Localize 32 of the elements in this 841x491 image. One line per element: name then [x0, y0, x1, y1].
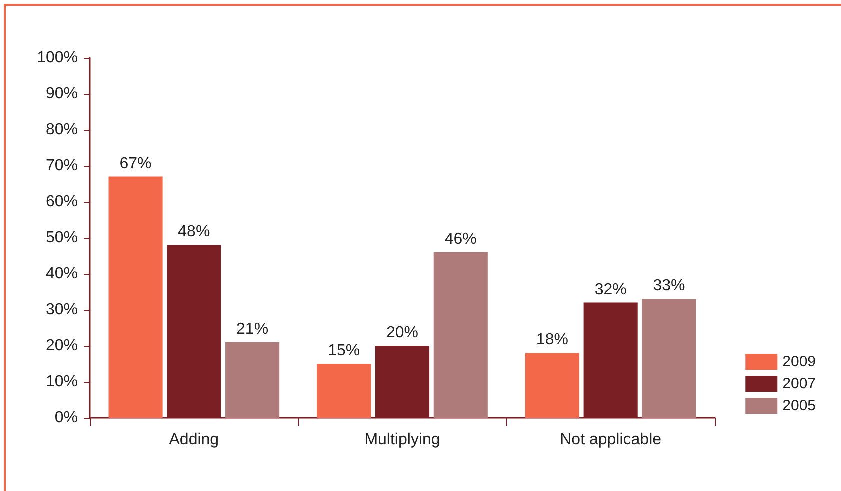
data-label: 67% [120, 155, 152, 172]
y-tick-label: 0% [54, 410, 78, 426]
legend-label: 2007 [782, 376, 816, 392]
bar [642, 299, 696, 418]
y-tick-label: 20% [46, 338, 78, 354]
bar [434, 252, 488, 418]
data-label: 20% [386, 324, 419, 342]
bar [525, 353, 580, 418]
y-tick-label: 90% [46, 86, 78, 102]
x-tick-label: Adding [169, 432, 220, 448]
data-label: 21% [236, 320, 269, 338]
y-tick-label: 80% [46, 122, 78, 138]
y-tick-label: 60% [46, 194, 78, 210]
y-tick-label: 40% [46, 266, 78, 282]
data-label: 46% [444, 230, 477, 248]
y-tick-label: 50% [46, 230, 78, 246]
data-label: 15% [328, 342, 360, 360]
bar [226, 342, 280, 418]
data-label: 18% [536, 332, 568, 349]
data-label: 33% [653, 278, 686, 295]
data-label: 32% [594, 281, 627, 298]
bar [108, 176, 163, 418]
x-tick-label: Multiplying [364, 432, 440, 448]
data-label: 48% [178, 224, 210, 241]
bar [317, 364, 372, 418]
y-tick-label: 100% [37, 50, 78, 66]
y-tick-label: 30% [46, 302, 78, 318]
y-tick-label: 10% [46, 374, 78, 390]
x-tick-label: Not applicable [560, 432, 662, 448]
y-tick-label: 70% [46, 158, 78, 174]
legend-label: 2009 [782, 354, 816, 370]
legend-label: 2005 [782, 398, 816, 414]
